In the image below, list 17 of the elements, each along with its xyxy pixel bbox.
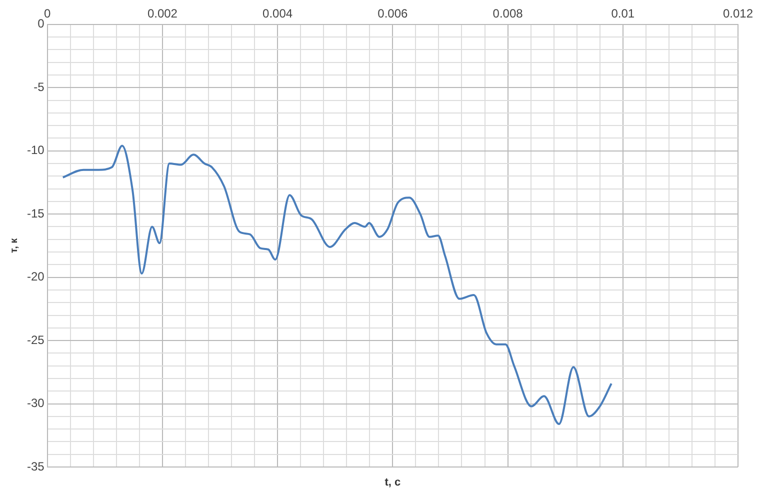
x-axis-title: t, c bbox=[384, 476, 401, 489]
x-tick-label: 0.004 bbox=[262, 6, 293, 21]
x-tick-label: 0.01 bbox=[611, 6, 635, 21]
line-series bbox=[62, 144, 612, 426]
y-axis-title: т, к bbox=[8, 237, 20, 254]
x-tick-label: 0.012 bbox=[722, 6, 754, 21]
x-tick-label: 0.008 bbox=[492, 6, 524, 21]
y-tick-label: 0 bbox=[38, 16, 45, 31]
y-tick-label: -35 bbox=[27, 459, 45, 474]
y-tick-label: -5 bbox=[34, 80, 45, 94]
y-tick-label: -30 bbox=[27, 396, 45, 410]
x-tick-label: 0.006 bbox=[378, 6, 408, 21]
y-tick-label: -15 bbox=[27, 206, 45, 220]
x-tick-label: 0.002 bbox=[147, 6, 178, 21]
y-tick-label: -10 bbox=[27, 143, 45, 158]
y-tick-label: -20 bbox=[27, 270, 45, 284]
y-tick-label: -25 bbox=[27, 332, 45, 347]
